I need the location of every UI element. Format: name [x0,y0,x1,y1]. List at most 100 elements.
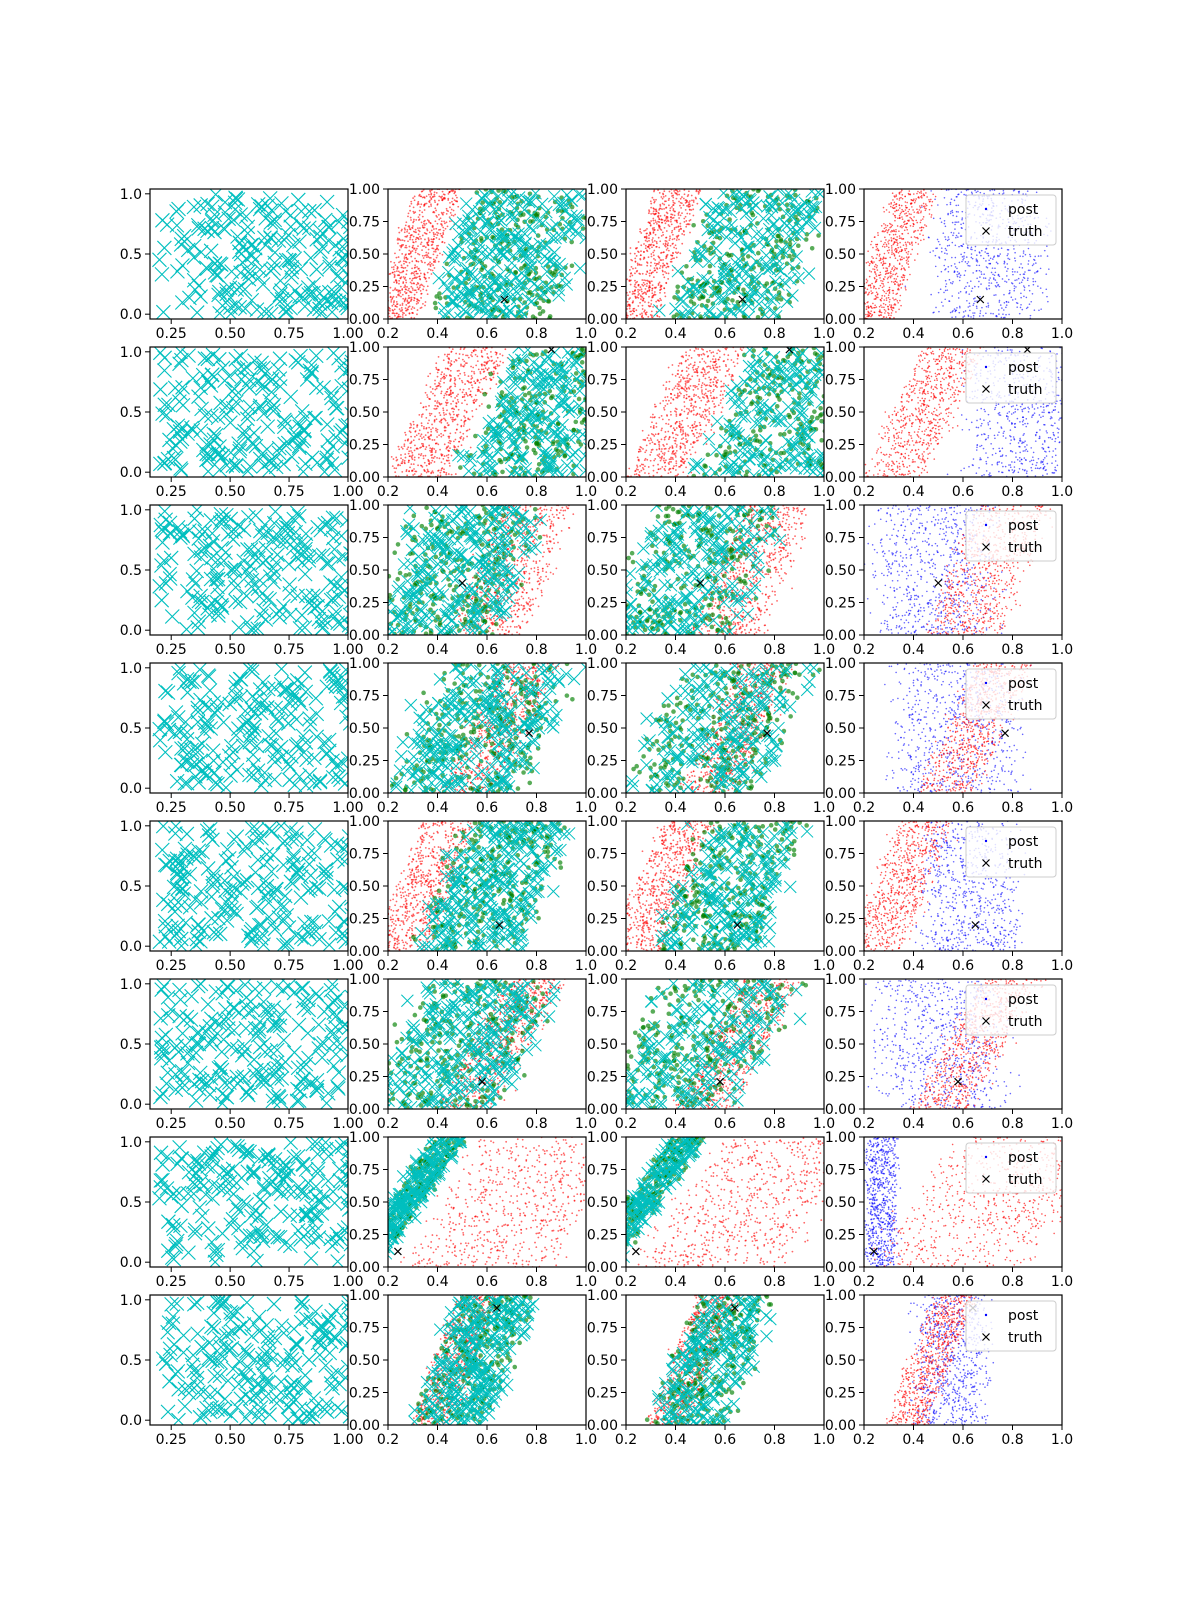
blue-point [1005,304,1008,306]
red-point [880,304,882,307]
prior-marker [240,463,256,477]
prior-marker [193,380,209,396]
red-point [665,255,668,258]
red-point [865,308,868,311]
red-point [399,271,401,274]
cyan-marker [752,297,766,311]
blue-point [974,245,977,248]
cyan-marker [496,232,510,246]
red-point [454,432,457,434]
red-point [669,207,672,210]
row0-col1-axes-plot-area [388,189,586,319]
red-point [672,196,675,199]
red-point [889,275,891,277]
red-point [902,210,904,213]
cyan-marker [545,231,559,245]
cyan-marker [571,213,585,227]
red-point [403,462,406,465]
red-point [689,231,691,234]
red-point [419,227,421,229]
red-point [669,244,672,247]
red-point [435,237,438,239]
blue-point [972,312,974,314]
red-point [638,289,641,291]
red-point [900,276,903,278]
red-point [918,191,921,194]
prior-marker [321,233,336,249]
prior-marker [173,462,189,477]
prior-marker [189,305,205,319]
red-point [470,395,473,398]
red-point [448,191,451,194]
cyan-marker [505,256,519,270]
red-point [416,227,419,230]
prior-marker [208,427,224,443]
red-point [880,299,882,302]
red-point [639,254,642,257]
red-point [866,301,868,304]
blue-point [975,264,978,267]
blue-point [949,212,952,215]
blue-point [1008,258,1011,261]
red-point [881,280,884,282]
red-point [885,316,888,319]
blue-point [1027,260,1030,262]
red-point [412,272,415,275]
blue-point [1020,292,1022,295]
prior-marker [199,261,215,277]
prior-marker [295,464,311,477]
cyan-marker [484,224,498,238]
red-point [905,262,908,264]
blue-point [967,261,970,263]
red-point [930,214,933,216]
green-point [751,189,756,192]
red-point [652,198,655,201]
blue-point [998,275,1001,278]
red-point [875,243,877,246]
red-point [892,199,894,201]
green-point [778,297,784,302]
red-point [870,270,873,273]
red-point [424,261,426,264]
red-point [657,216,660,219]
red-point [692,201,695,203]
red-point [900,211,903,213]
prior-marker [320,445,336,460]
prior-marker [258,211,274,226]
cyan-marker [702,305,716,319]
red-point [888,316,891,319]
red-point [406,448,409,450]
red-point [410,426,412,429]
cyan-marker [569,213,583,227]
blue-point [951,311,954,313]
prior-marker [186,238,202,254]
red-point [665,236,667,239]
red-point [418,438,421,441]
red-point [433,195,436,198]
prior-marker [296,423,312,439]
red-point [878,310,881,313]
blue-point [1001,193,1004,195]
red-point [400,229,403,232]
y-tick-label: 0.25 [825,280,856,296]
x-tick-label: 0.2 [615,326,637,342]
blue-point [1047,300,1049,303]
cyan-marker [481,231,494,244]
red-point [885,299,888,302]
red-point [873,311,876,314]
red-point [397,256,400,258]
red-point [888,265,890,268]
cyan-marker [686,286,699,300]
blue-point [974,297,976,299]
green-point [513,269,518,275]
red-point [894,267,897,269]
red-point [884,276,886,278]
red-point [431,247,434,250]
red-point [915,219,918,222]
red-point [660,252,662,254]
green-point [537,311,543,317]
blue-point [993,247,995,249]
cyan-marker [492,212,506,226]
red-point [453,377,456,379]
blue-point [964,310,967,312]
